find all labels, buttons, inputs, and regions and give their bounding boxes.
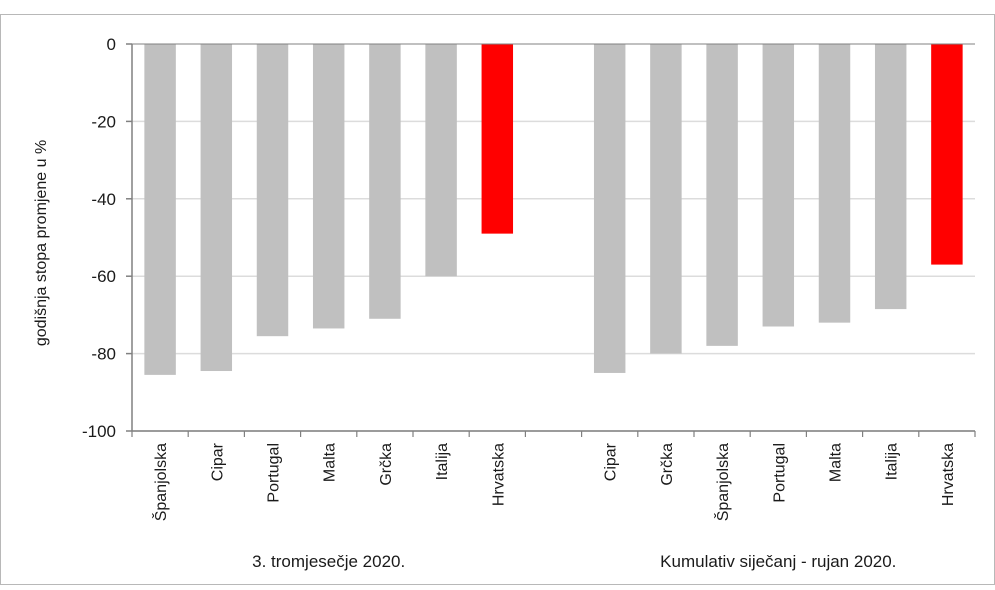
x-tick-label: Malta (828, 443, 845, 482)
bar-1-6 (425, 44, 457, 277)
bar-1-2 (200, 44, 233, 372)
x-tick-label: Portugal (266, 443, 283, 503)
x-tick-label: Hrvatska (490, 443, 507, 506)
bar-2-6 (874, 44, 907, 310)
bar-1-5 (369, 44, 401, 319)
axes (126, 43, 976, 437)
x-tick-label: Cipar (209, 442, 226, 481)
bar-2-1 (593, 44, 626, 373)
bar-1-4 (312, 44, 345, 329)
bar-1-1 (144, 44, 176, 375)
y-tick-label: -40 (91, 190, 116, 209)
bar-2-3 (706, 44, 738, 346)
x-tick-label: Italija (884, 443, 901, 480)
y-tick-label: -100 (82, 422, 116, 441)
x-tick-label: Portugal (771, 443, 788, 503)
bar-1-3 (256, 44, 289, 337)
y-tick-label: -80 (91, 345, 116, 364)
group-label: 3. tromjesečje 2020. (252, 552, 405, 571)
bar-2-7 (931, 44, 963, 265)
x-tick-label: Cipar (603, 442, 620, 481)
bar-2-2 (650, 44, 682, 354)
x-tick-label: Malta (322, 443, 339, 482)
bars (144, 44, 963, 375)
group-label: Kumulativ siječanj - rujan 2020. (660, 552, 896, 571)
bar-1-7 (481, 44, 514, 234)
x-tick-label: Španjolska (713, 443, 732, 521)
y-tick-label: -60 (91, 267, 116, 286)
x-tick-label: Grčka (659, 443, 676, 486)
x-tick-label: Hrvatska (940, 443, 957, 506)
tick-labels: 0 -20 -40 -60 -80 -100 Španjolska Cipar Portugal… (82, 35, 957, 571)
x-tick-label: Španjolska (151, 443, 170, 521)
bar-2-4 (762, 44, 795, 327)
x-tick-label: Grčka (378, 443, 395, 486)
y-tick-label: -20 (91, 112, 116, 131)
y-axis-label: godišnja stopa promjene u % (33, 140, 50, 346)
bar-2-5 (818, 44, 851, 323)
y-tick-label: 0 (107, 35, 116, 54)
x-tick-label: Italija (434, 443, 451, 480)
